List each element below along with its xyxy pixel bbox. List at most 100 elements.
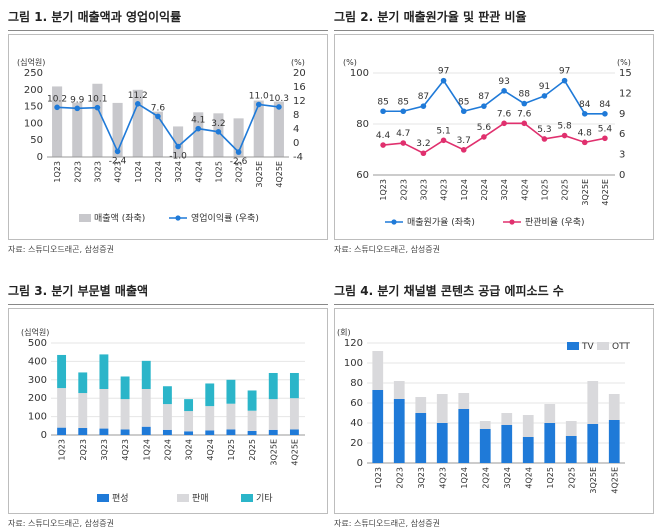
y-tick-label: 100 (350, 68, 369, 79)
stack-segment-TV (415, 413, 427, 463)
y-tick-label: 100 (28, 412, 47, 423)
margin-data-label: 10.3 (269, 94, 289, 104)
x-tick-label: 2Q25 (561, 179, 570, 201)
margin-point (215, 129, 222, 135)
y2-tick-label: 8 (293, 110, 299, 121)
legend-margin-marker (175, 215, 181, 221)
x-tick-label: 3Q24 (174, 161, 183, 183)
series-point-0 (400, 108, 407, 115)
legend-revenue-label: 매출액 (좌축) (94, 212, 145, 224)
data-label-1: 4.4 (376, 131, 391, 141)
stack-segment-기타 (205, 383, 215, 407)
stack-segment-기타 (120, 376, 130, 400)
y-tick-label: 0 (357, 458, 363, 469)
figure-2-source: 자료: 스튜디오드래곤, 삼성증권 (334, 245, 441, 254)
y-tick-label: 60 (350, 398, 363, 409)
figure-3-title: 그림 3. 분기 부문별 매출액 (8, 284, 149, 298)
figure-3-source: 자료: 스튜디오드래곤, 삼성증권 (8, 519, 115, 528)
data-label-0: 87 (478, 92, 489, 102)
series-point-1 (561, 132, 568, 139)
stack-segment-판매 (162, 404, 172, 430)
margin-data-label: -2.4 (109, 156, 127, 166)
y-tick-label: 200 (28, 393, 47, 404)
x-tick-label: 1Q25 (227, 439, 236, 461)
stack-segment-TV (587, 424, 599, 463)
data-label-0: 93 (498, 77, 509, 87)
y2-tick-label: 15 (619, 68, 632, 79)
margin-line (57, 102, 280, 154)
legend-0-label: 편성 (112, 492, 129, 504)
legend-ott-label: OTT (612, 342, 630, 352)
y2-tick-label: 6 (619, 129, 625, 140)
figure-1-title: 그림 1. 분기 매출액과 영업이익률 (8, 10, 182, 24)
margin-data-label: 4.1 (191, 116, 205, 126)
stack-segment-편성 (120, 429, 130, 435)
margin-point (235, 149, 242, 155)
figure-3-frame: 0 100 200 300 400 500 (십억원) 1Q23 2Q23 3Q23 4Q23 1Q2… (8, 308, 328, 514)
x-tick-label: 3Q25E (269, 439, 278, 466)
figure-2-panel: 그림 2. 분기 매출원가율 및 판관 비율 60 80 100 (%) 0 3 6 9 12 1… (334, 8, 654, 258)
margin-data-label: 10.1 (87, 95, 107, 105)
stack-segment-OTT (393, 381, 405, 399)
y2-tick-label: 9 (619, 109, 625, 120)
y2-axis-unit: (%) (617, 58, 631, 67)
figure-1-rule (8, 30, 328, 31)
data-label-0: 87 (418, 92, 429, 102)
stack-segment-판매 (247, 410, 257, 431)
x-tick-label: 3Q23 (417, 467, 426, 489)
margin-data-label: 3.2 (211, 119, 225, 129)
legend-tv-swatch (567, 342, 579, 350)
data-label-1: 7.6 (517, 109, 532, 119)
y-tick-label: 0 (37, 152, 43, 163)
margin-point (94, 104, 101, 111)
series-point-0 (602, 111, 608, 117)
legend-0-swatch (97, 494, 109, 502)
x-tick-label: 4Q25E (290, 439, 299, 466)
y-tick-label: 120 (344, 338, 363, 349)
stack-segment-기타 (162, 386, 172, 405)
stack-segment-기타 (99, 354, 109, 389)
legend-ott-swatch (597, 342, 609, 350)
series-point-0 (521, 100, 528, 107)
series-point-1 (440, 137, 447, 144)
revenue-bar (253, 100, 264, 157)
stack-segment-판매 (226, 403, 236, 430)
y2-tick-label: 12 (293, 96, 306, 107)
series-point-0 (420, 103, 427, 109)
stack-segment-TV (608, 420, 620, 463)
y2-tick-label: -4 (293, 152, 303, 163)
revenue-bar (193, 112, 204, 157)
y-tick-label: 250 (24, 68, 43, 79)
stack-segment-판매 (99, 389, 109, 429)
x-tick-label: 3Q24 (500, 179, 509, 201)
margin-point (114, 148, 121, 155)
series-point-1 (501, 120, 507, 127)
stack-segment-판매 (268, 399, 278, 430)
stack-segment-판매 (184, 411, 194, 432)
figure-2-frame: 60 80 100 (%) 0 3 6 9 12 15 (%) 85 85 87 97 85 87 93 88 91 9… (334, 34, 654, 240)
stack-segment-판매 (141, 389, 151, 427)
data-label-0: 84 (599, 100, 611, 110)
x-tick-label: 1Q24 (134, 161, 143, 183)
stack-segment-판매 (57, 388, 67, 428)
x-tick-label: 2Q24 (163, 439, 172, 461)
figure-1-frame: 0 50 100 150 200 250 (십억원) -4 0 4 8 12 16 20 (%) 10.2 9.… (8, 34, 328, 240)
x-tick-label: 4Q23 (438, 467, 447, 489)
margin-point (54, 104, 60, 111)
stack-segment-TV (501, 425, 513, 463)
margin-point (134, 101, 141, 107)
stack-segment-편성 (247, 430, 257, 435)
legend-2-swatch (241, 494, 253, 502)
data-label-1: 3.2 (416, 139, 430, 149)
stack-segment-OTT (522, 415, 534, 437)
y2-axis-unit: (%) (291, 58, 305, 67)
x-tick-label: 4Q25E (610, 467, 619, 494)
series-point-1 (602, 135, 608, 142)
y-tick-label: 20 (350, 438, 363, 449)
margin-data-label: 11.2 (128, 91, 148, 101)
y2-tick-label: 20 (293, 68, 306, 79)
data-label-1: 5.6 (477, 123, 492, 133)
margin-data-label: 9.9 (70, 95, 85, 105)
series-point-1 (420, 150, 427, 157)
revenue-bar (213, 113, 224, 157)
